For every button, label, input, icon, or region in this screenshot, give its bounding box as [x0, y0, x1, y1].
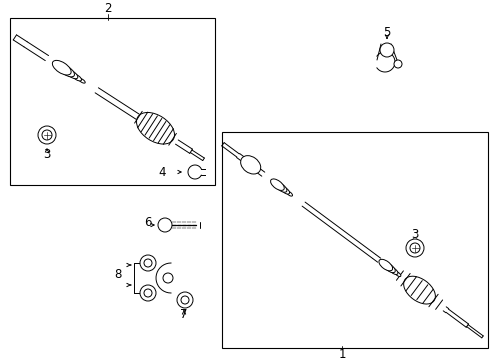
- Circle shape: [140, 285, 156, 301]
- Text: 2: 2: [104, 1, 112, 14]
- Ellipse shape: [270, 179, 284, 190]
- Ellipse shape: [137, 112, 174, 144]
- Ellipse shape: [390, 267, 398, 274]
- Circle shape: [406, 239, 424, 257]
- Circle shape: [140, 255, 156, 271]
- Ellipse shape: [52, 60, 71, 75]
- Text: 4: 4: [158, 166, 166, 179]
- Circle shape: [410, 243, 420, 253]
- Text: 7: 7: [180, 307, 188, 320]
- Ellipse shape: [287, 191, 293, 196]
- Text: 6: 6: [144, 216, 152, 229]
- Ellipse shape: [59, 65, 74, 77]
- Circle shape: [177, 292, 193, 308]
- Circle shape: [158, 218, 172, 232]
- Circle shape: [394, 60, 402, 68]
- Ellipse shape: [72, 74, 81, 81]
- Circle shape: [163, 273, 173, 283]
- Ellipse shape: [379, 259, 392, 271]
- Text: 5: 5: [383, 27, 391, 40]
- Circle shape: [181, 296, 189, 304]
- Ellipse shape: [404, 276, 436, 304]
- Bar: [10, 18, 215, 185]
- Ellipse shape: [384, 264, 395, 273]
- Text: 8: 8: [114, 269, 122, 282]
- Text: 3: 3: [43, 148, 50, 162]
- Ellipse shape: [276, 183, 287, 192]
- Circle shape: [144, 259, 152, 267]
- Ellipse shape: [281, 187, 290, 194]
- Ellipse shape: [66, 70, 78, 79]
- Ellipse shape: [78, 78, 85, 83]
- Circle shape: [42, 130, 52, 140]
- Text: 3: 3: [411, 229, 418, 242]
- Ellipse shape: [395, 271, 401, 276]
- Circle shape: [380, 43, 394, 57]
- Ellipse shape: [241, 156, 261, 174]
- Bar: [222, 132, 488, 348]
- Text: 1: 1: [338, 348, 346, 360]
- Circle shape: [38, 126, 56, 144]
- Circle shape: [144, 289, 152, 297]
